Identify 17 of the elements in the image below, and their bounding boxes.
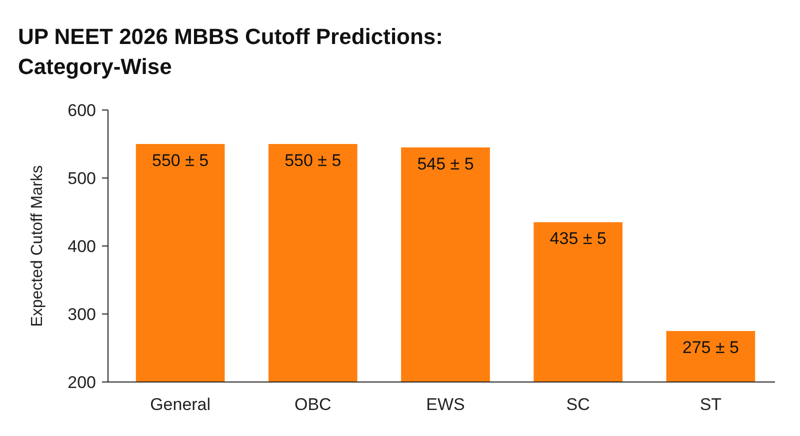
y-tick-label: 300 [68,304,96,324]
chart-title: UP NEET 2026 MBBS Cutoff Predictions: Category-Wise [18,24,443,79]
y-tick-label: 600 [68,100,96,120]
data-label: 545 ± 5 [417,154,474,174]
data-label: 550 ± 5 [284,151,342,170]
x-tick-label: ST [700,395,722,414]
y-tick-label: 500 [68,168,96,188]
x-tick-label: EWS [426,395,465,414]
data-label: 275 ± 5 [682,338,739,357]
data-label: 550 ± 5 [152,151,209,170]
y-axis-title: Expected Cutoff Marks [29,165,46,327]
data-label: 435 ± 5 [550,229,606,248]
y-tick-label: 400 [68,236,96,256]
y-tick-label: 200 [68,372,96,392]
x-tick-label: OBC [294,395,332,414]
x-tick-label: General [150,395,211,414]
x-tick-label: SC [566,395,590,414]
